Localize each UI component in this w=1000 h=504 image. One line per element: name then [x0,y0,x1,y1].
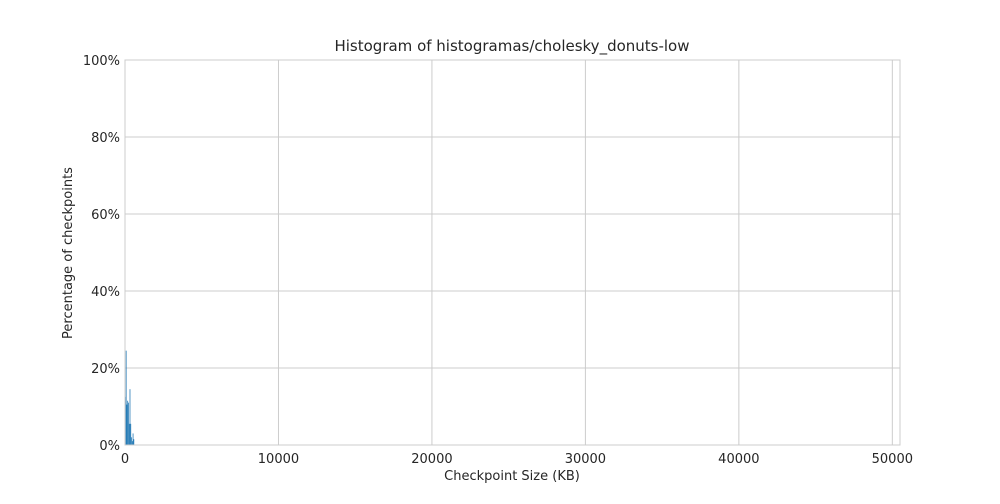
histogram-bar [131,441,133,445]
y-tick-label: 20% [91,362,120,377]
x-tick-label: 0 [121,452,129,467]
y-tick-label: 0% [99,439,120,454]
histogram-bar [130,423,132,445]
x-tick-label: 30000 [565,452,606,467]
y-tick-labels: 0% 20% 40% 60% 80% 100% [83,54,120,454]
plot-frame [124,59,901,446]
histogram-bar [128,423,130,445]
histogram-bar [131,437,132,445]
y-tick-label: 80% [91,131,120,146]
chart-title: Histogram of histogramas/cholesky_donuts… [334,37,689,56]
y-tick-label: 100% [83,54,120,69]
histogram-bar [132,433,134,445]
bars-layer [125,350,135,445]
x-tick-label: 20000 [411,452,452,467]
x-tick-labels: 0 10000 20000 30000 40000 50000 [121,452,913,467]
y-axis-label: Percentage of checkpoints [61,167,76,339]
histogram-bar [129,389,131,445]
histogram-bar [126,404,128,445]
histogram-bar [127,400,129,445]
y-tick-label: 40% [91,285,120,300]
histogram-bar [125,350,127,445]
x-tick-label: 40000 [718,452,759,467]
grid-layer [124,59,900,446]
x-axis-label: Checkpoint Size (KB) [444,469,580,484]
x-tick-label: 50000 [872,452,913,467]
histogram-bar [128,402,129,445]
x-tick-label: 10000 [258,452,299,467]
histogram-bar [133,439,135,445]
y-tick-label: 60% [91,208,120,223]
